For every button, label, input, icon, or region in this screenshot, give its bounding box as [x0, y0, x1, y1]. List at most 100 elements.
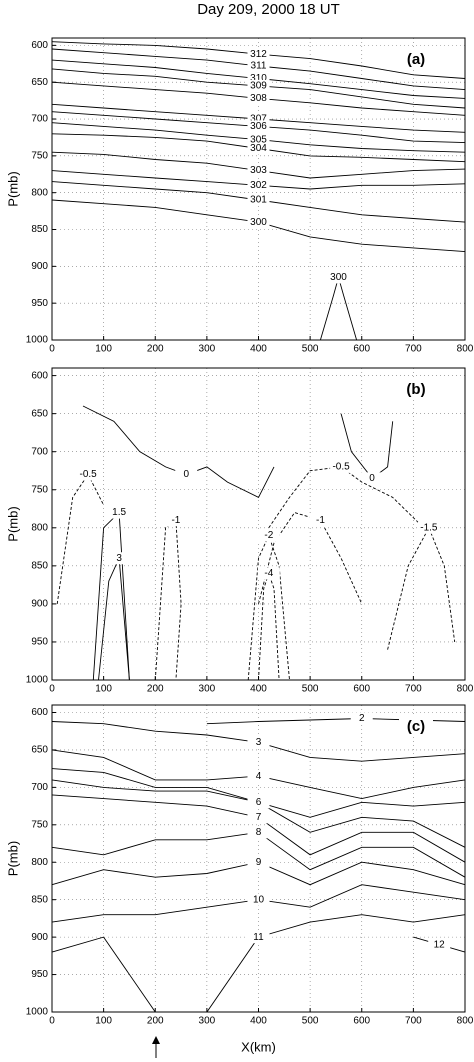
y-tick-label: 750: [31, 150, 48, 161]
label-bg: [247, 811, 270, 824]
x-tick-label: 200: [147, 344, 164, 355]
contour-line: [98, 556, 130, 681]
x-tick-label: 0: [49, 1016, 55, 1027]
x-axis-label: X(km): [241, 1039, 276, 1054]
contour-label: 309: [250, 81, 267, 92]
contour-label: 304: [250, 143, 267, 154]
contour-label: 0: [183, 469, 189, 480]
x-tick-label: 800: [457, 1016, 474, 1027]
contour-label: -4: [264, 568, 273, 579]
label-bg: [327, 271, 350, 284]
plot-frame: [51, 367, 466, 681]
label-bg: [257, 567, 280, 580]
y-tick-label: 800: [31, 187, 48, 198]
contour-line: [154, 519, 182, 681]
label-bg: [247, 856, 270, 869]
x-tick-label: 800: [457, 684, 474, 695]
label-bg: [309, 514, 332, 527]
label-bg: [257, 529, 280, 542]
panel-label: (a): [407, 51, 425, 68]
x-tick-label: 700: [405, 684, 422, 695]
arrow-head: [152, 1036, 160, 1044]
x-tick-label: 700: [405, 344, 422, 355]
y-tick-label: 700: [31, 782, 48, 793]
x-tick-label: 800: [457, 344, 474, 355]
x-tick-label: 500: [302, 344, 319, 355]
y-tick-label: 1000: [26, 335, 49, 346]
x-tick-label: 400: [250, 1016, 267, 1027]
label-bg: [399, 717, 433, 737]
label-bg: [247, 179, 270, 192]
contour-label: 312: [250, 49, 267, 60]
y-tick-label: 900: [31, 261, 48, 272]
label-bg: [428, 938, 451, 951]
label-bg: [247, 164, 270, 177]
x-tick-label: 400: [250, 684, 267, 695]
contour-label: 2: [359, 713, 365, 724]
contour-label: 303: [250, 165, 267, 176]
x-tick-label: 500: [302, 1016, 319, 1027]
y-tick-label: 950: [31, 637, 48, 648]
chart-title: Day 209, 2000 18 UT: [197, 1, 340, 18]
contour-label: 301: [250, 195, 267, 206]
label-bg: [361, 472, 384, 485]
contour-label: 4: [256, 771, 262, 782]
x-tick-label: 300: [199, 1016, 216, 1027]
x-tick-label: 0: [49, 344, 55, 355]
label-bg: [247, 92, 270, 105]
plot-frame: [51, 704, 466, 1013]
label-bg: [247, 893, 270, 906]
y-tick-label: 650: [31, 77, 48, 88]
label-bg: [247, 142, 270, 155]
label-bg: [247, 796, 270, 809]
contour-label: -1: [316, 515, 325, 526]
x-tick-label: 300: [199, 684, 216, 695]
y-tick-label: 750: [31, 819, 48, 830]
y-tick-label: 650: [31, 745, 48, 756]
contour-label: -2: [264, 530, 273, 541]
contour-label: -1: [171, 515, 180, 526]
label-bg: [247, 216, 270, 229]
contour-line: [56, 473, 105, 604]
x-tick-label: 500: [302, 684, 319, 695]
label-bg: [247, 826, 270, 839]
y-tick-label: 600: [31, 40, 48, 51]
x-tick-label: 300: [199, 344, 216, 355]
contour-label: 6: [256, 797, 262, 808]
contour-label: 8: [256, 827, 262, 838]
contour-label: 302: [250, 180, 267, 191]
x-tick-label: 600: [353, 684, 370, 695]
contour-label: 1.5: [112, 507, 126, 518]
label-bg: [247, 59, 270, 72]
y-tick-label: 800: [31, 522, 48, 533]
contour-line: [247, 534, 290, 681]
panel-label: (b): [406, 381, 425, 398]
x-tick-label: 100: [95, 684, 112, 695]
x-tick-label: 400: [250, 344, 267, 355]
label-bg: [417, 521, 440, 534]
contour-label: 10: [253, 894, 265, 905]
label-bg: [247, 770, 270, 783]
label-bg: [330, 460, 353, 473]
contour-label: 9: [256, 857, 262, 868]
contour-label: -0.5: [332, 462, 350, 473]
contour-label: 311: [251, 61, 267, 72]
label-bg: [108, 552, 131, 565]
y-tick-label: 800: [31, 857, 48, 868]
label-bg: [164, 514, 187, 527]
label-bg: [247, 48, 270, 61]
label-bg: [175, 468, 198, 481]
plot-frame: [51, 37, 466, 341]
contour-label: 3: [256, 737, 262, 748]
contour-line: [258, 572, 280, 681]
label-bg: [247, 194, 270, 207]
contour-line: [319, 275, 358, 341]
x-tick-label: 100: [95, 1016, 112, 1027]
x-tick-label: 600: [353, 1016, 370, 1027]
label-bg: [399, 50, 433, 70]
contour-label: 11: [253, 932, 264, 943]
y-axis-label: P(mb): [5, 506, 20, 541]
y-tick-label: 600: [31, 707, 48, 718]
y-tick-label: 850: [31, 894, 48, 905]
